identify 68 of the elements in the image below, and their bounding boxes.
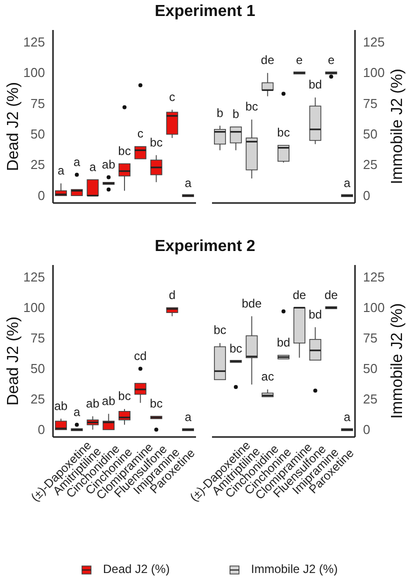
y-tick-label: 125 — [363, 269, 385, 284]
y-axis-title: Immobile J2 (%) — [389, 303, 406, 419]
annotation: ab — [54, 398, 68, 413]
annotation: de — [260, 53, 275, 68]
y-tick-label: 0 — [38, 422, 45, 437]
annotation: ac — [261, 370, 274, 384]
legend-label: Immobile J2 (%) — [251, 562, 338, 576]
y-tick-label: 25 — [363, 391, 378, 406]
y-tick-label: 0 — [38, 188, 45, 203]
legend-label: Dead J2 (%) — [103, 562, 170, 576]
annotation: bc — [229, 342, 242, 356]
y-tick-label: 50 — [363, 126, 378, 142]
y-tick-label: 125 — [363, 34, 385, 50]
annotation: a — [184, 410, 192, 424]
y-tick-label: 25 — [30, 391, 45, 406]
y-axis-title: Dead J2 (%) — [5, 316, 22, 406]
y-tick-label: 75 — [363, 96, 378, 111]
annotation: bd — [308, 78, 322, 92]
y-tick-label: 100 — [363, 65, 385, 80]
annotation: e — [296, 53, 304, 68]
y-tick-label: 25 — [30, 157, 45, 172]
annotation: a — [344, 176, 351, 190]
annotation: d — [168, 288, 176, 302]
annotation: de — [292, 288, 306, 302]
y-tick-label: 125 — [23, 34, 45, 50]
annotation: bc — [150, 135, 163, 150]
annotation: bc — [118, 144, 131, 158]
annotation: b — [216, 106, 224, 120]
annotation: a — [73, 154, 80, 169]
y-tick-label: 100 — [23, 300, 45, 315]
annotation: bc — [118, 389, 131, 404]
annotation: de — [324, 288, 338, 302]
y-tick-label: 25 — [363, 157, 378, 172]
y-tick-label: 0 — [363, 188, 370, 203]
y-tick-label: 50 — [30, 126, 45, 142]
y-tick-label: 100 — [23, 65, 45, 80]
annotation: bc — [150, 396, 163, 410]
annotation: bde — [242, 296, 262, 310]
y-tick-label: 75 — [30, 96, 45, 111]
annotation: bc — [214, 323, 226, 338]
annotation: e — [328, 53, 335, 68]
y-tick-label: 50 — [363, 360, 378, 376]
annotation: cd — [134, 348, 147, 363]
annotation: bd — [308, 307, 322, 322]
annotation: bc — [245, 100, 258, 114]
y-tick-label: 125 — [23, 269, 45, 284]
annotation: bd — [276, 335, 290, 350]
annotation: c — [169, 90, 176, 104]
annotation: ab — [86, 396, 100, 410]
chart-title: Experiment 2 — [154, 238, 256, 255]
y-axis-title: Immobile J2 (%) — [389, 68, 406, 184]
annotation: a — [58, 164, 65, 178]
annotation: a — [184, 176, 192, 190]
annotation: ab — [102, 157, 116, 172]
y-tick-label: 75 — [30, 330, 45, 346]
annotation: b — [232, 107, 240, 122]
chart-title: Experiment 1 — [154, 3, 256, 20]
annotation: bc — [277, 126, 290, 140]
annotation: a — [73, 404, 80, 419]
y-axis-title: Dead J2 (%) — [5, 82, 22, 171]
y-tick-label: 0 — [363, 422, 370, 437]
y-tick-label: 75 — [363, 330, 378, 346]
annotation: a — [344, 410, 351, 424]
annotation: c — [137, 126, 144, 141]
annotation: ab — [102, 394, 116, 408]
y-tick-label: 50 — [30, 360, 45, 376]
annotation: a — [89, 160, 96, 174]
y-tick-label: 100 — [363, 300, 385, 315]
